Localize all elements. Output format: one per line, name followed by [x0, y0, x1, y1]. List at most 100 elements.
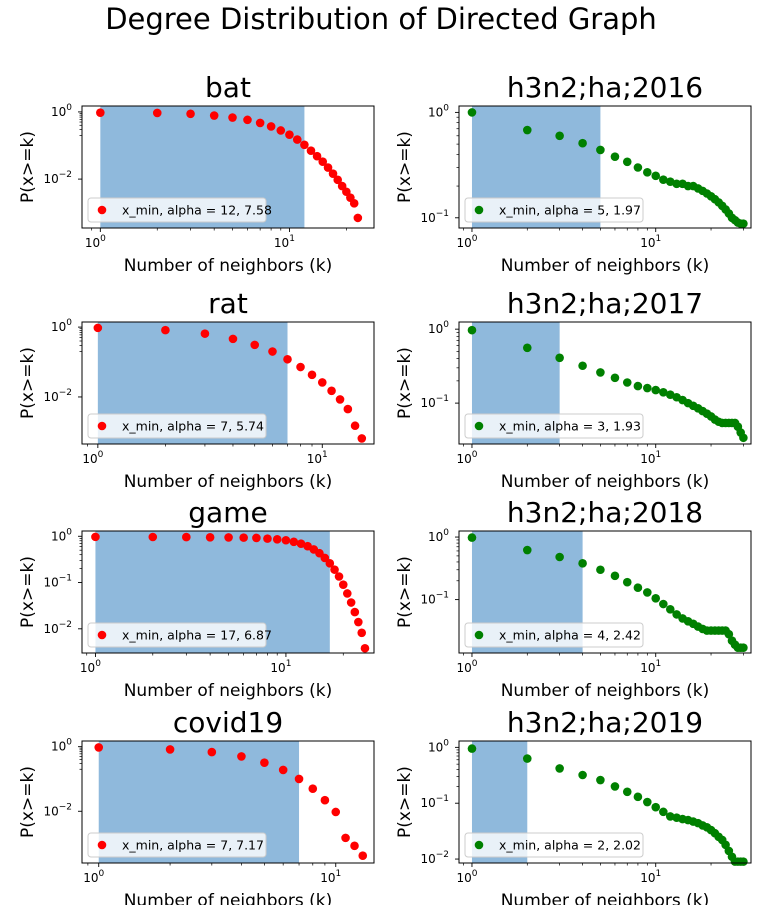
- data-point: [323, 163, 333, 172]
- data-point: [330, 565, 339, 574]
- subplot-title: bat: [205, 71, 251, 104]
- x-tick-label: 101: [640, 450, 661, 466]
- y-axis-label: P(x>=k): [18, 347, 38, 419]
- data-point: [312, 151, 322, 161]
- data-point: [331, 807, 341, 817]
- data-point: [555, 764, 564, 773]
- x-tick-label: 100: [456, 450, 477, 466]
- data-point: [307, 370, 317, 380]
- data-point: [651, 802, 661, 812]
- data-point: [308, 784, 318, 793]
- data-point: [467, 744, 477, 753]
- data-point: [665, 604, 675, 614]
- x-tick-label: 100: [83, 869, 104, 885]
- data-point: [651, 171, 661, 181]
- data-point: [317, 378, 327, 387]
- subplot-1: 100 101 100 10−2 x_min, alpha = 12, 7.58 bat N…: [18, 71, 375, 276]
- data-point: [358, 851, 368, 861]
- data-point: [659, 807, 668, 817]
- x-tick-label: 101: [640, 869, 661, 885]
- x-tick-label: 101: [640, 659, 661, 675]
- legend-label: x_min, alpha = 12, 7.58: [122, 203, 272, 218]
- x-tick-label: 100: [85, 234, 106, 250]
- y-axis-label: P(x>=k): [18, 766, 38, 838]
- subplot-3: 100 101 100 10−2 x_min, alpha = 7, 5.74 rat Nu…: [18, 287, 375, 492]
- data-point: [152, 108, 162, 118]
- data-point: [182, 532, 191, 542]
- y-tick-label: 10−1: [420, 591, 449, 607]
- x-axis-label: Number of neighbors (k): [124, 891, 333, 905]
- axes-frame: [81, 530, 375, 654]
- legend-box: [87, 622, 267, 648]
- y-tick-label: 10−2: [43, 170, 72, 186]
- data-point: [578, 361, 587, 371]
- data-point: [165, 745, 175, 754]
- y-tick-label: 10−2: [43, 802, 72, 818]
- legend-marker: [97, 205, 107, 215]
- subplot-4: 100 101 100 10−1 x_min, alpha = 3, 1.93 h3n2;…: [395, 287, 752, 492]
- subplot-title: rat: [208, 287, 248, 320]
- data-point: [334, 572, 344, 581]
- data-point: [596, 145, 605, 155]
- data-point: [610, 782, 620, 791]
- legend-box: [87, 197, 267, 223]
- x-tick-label: 101: [307, 450, 328, 466]
- data-point: [610, 571, 620, 581]
- legend-box: [464, 413, 644, 439]
- data-point: [266, 122, 276, 131]
- legend-label: x_min, alpha = 7, 5.74: [122, 419, 264, 434]
- data-point: [289, 537, 299, 547]
- data-point: [161, 325, 170, 335]
- data-point: [622, 577, 632, 587]
- x-tick-label: 100: [456, 869, 477, 885]
- data-point: [596, 775, 605, 785]
- data-point: [320, 795, 330, 805]
- data-point: [272, 535, 282, 544]
- legend-marker: [474, 630, 484, 640]
- data-point: [739, 433, 748, 443]
- data-point: [252, 533, 261, 543]
- legend-label: x_min, alpha = 7, 7.17: [122, 838, 264, 853]
- data-point: [596, 368, 605, 377]
- data-point: [467, 325, 477, 335]
- x-axis-label: Number of neighbors (k): [501, 256, 710, 276]
- subplot-8: 100 101 100 10−1 10−2 x_min, alpha = 2, 2.02 h…: [395, 706, 752, 905]
- axes-frame: [458, 530, 752, 654]
- data-point: [320, 553, 330, 563]
- data-point: [276, 126, 286, 135]
- data-point: [186, 109, 195, 119]
- y-axis-label: P(x>=k): [395, 766, 415, 838]
- data-point: [596, 565, 605, 575]
- x-axis-label: Number of neighbors (k): [124, 681, 333, 701]
- data-point: [91, 532, 100, 542]
- data-point: [633, 381, 643, 391]
- x-tick-label: 101: [640, 234, 661, 250]
- y-axis-label: P(x>=k): [395, 556, 415, 628]
- data-point: [578, 559, 587, 568]
- data-point: [328, 169, 338, 178]
- y-tick-label: 100: [51, 738, 72, 754]
- data-point: [350, 841, 359, 851]
- y-tick-label: 10−2: [420, 850, 449, 866]
- legend-marker: [474, 421, 484, 431]
- data-point: [278, 765, 288, 775]
- x-tick-label: 101: [320, 869, 341, 885]
- data-point: [285, 130, 294, 139]
- data-point: [296, 539, 306, 549]
- legend-box: [464, 622, 644, 648]
- y-tick-label: 10−2: [43, 620, 72, 636]
- legend-marker: [97, 421, 107, 431]
- data-point: [665, 812, 675, 821]
- x-tick-label: 100: [82, 450, 103, 466]
- data-point: [200, 329, 210, 338]
- data-point: [467, 533, 477, 542]
- y-tick-label: 10−1: [420, 794, 449, 810]
- figure-title: Degree Distribution of Directed Graph: [105, 2, 657, 36]
- subplot-6: 100 101 100 10−1 x_min, alpha = 4, 2.42 h3n2;…: [395, 496, 752, 701]
- x-axis-label: Number of neighbors (k): [124, 256, 333, 276]
- data-point: [237, 752, 246, 761]
- data-point: [243, 115, 252, 125]
- data-point: [327, 386, 336, 396]
- data-point: [659, 388, 668, 397]
- data-point: [325, 559, 335, 568]
